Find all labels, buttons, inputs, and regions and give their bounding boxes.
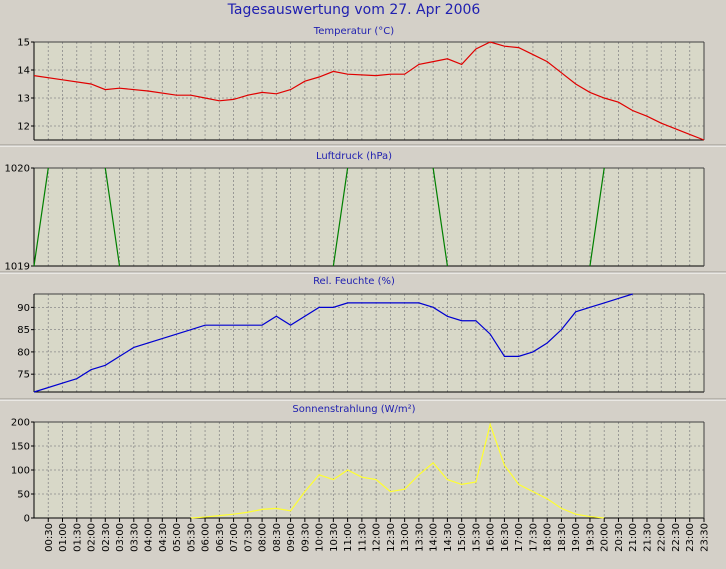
pressure-series-line (104, 167, 121, 267)
x-tick-label: 02:30 (101, 523, 112, 552)
pressure-series-line (432, 167, 448, 267)
pressure-series-line (589, 167, 605, 267)
solar-chart-title: Sonnenstrahlung (W/m²) (292, 404, 415, 415)
x-tick-label: 03:00 (115, 523, 126, 552)
x-tick-label: 14:30 (443, 523, 454, 552)
x-tick-label: 15:00 (457, 523, 468, 552)
temperature-series-line (33, 41, 705, 141)
solar-chart: Sonnenstrahlung (W/m²) 0 50 100 150 200 (11, 404, 705, 525)
solar-plot-area (34, 422, 704, 518)
x-tick-label: 03:30 (129, 523, 140, 552)
y-tick-label: 75 (17, 370, 30, 381)
y-tick-label: 1019 (5, 262, 30, 273)
x-tick-label: 19:00 (571, 523, 582, 552)
y-tick-label: 80 (17, 347, 30, 358)
y-tick-label: 14 (17, 66, 30, 77)
x-tick-label: 19:30 (585, 523, 596, 552)
x-tick-label: 05:30 (186, 523, 197, 552)
x-tick-label: 02:00 (87, 523, 98, 552)
x-tick-label: 18:00 (543, 523, 554, 552)
x-tick-label: 12:30 (386, 523, 397, 552)
pressure-series-line (332, 167, 349, 267)
y-tick-label: 85 (17, 325, 30, 336)
x-tick-label: 13:30 (414, 523, 425, 552)
y-tick-label: 90 (17, 303, 30, 314)
pressure-plot-area (34, 168, 704, 266)
x-tick-label: 01:30 (72, 523, 83, 552)
x-tick-label: 23:00 (685, 523, 696, 552)
x-tick-label: 10:30 (329, 523, 340, 552)
y-tick-label: 150 (11, 442, 30, 453)
pressure-chart: Luftdruck (hPa) 1019 1020 (5, 151, 705, 273)
x-tick-label: 09:00 (286, 523, 297, 552)
x-tick-label: 09:30 (300, 523, 311, 552)
x-tick-label: 20:30 (614, 523, 625, 552)
y-tick-label: 200 (11, 418, 30, 429)
humidity-plot-area (34, 294, 704, 392)
x-tick-label: 00:30 (44, 523, 55, 552)
x-tick-label: 21:30 (642, 523, 653, 552)
x-tick-label: 01:00 (58, 523, 69, 552)
y-tick-label: 50 (17, 490, 30, 501)
x-tick-label: 07:00 (229, 523, 240, 552)
y-tick-label: 100 (11, 466, 30, 477)
x-tick-label: 15:30 (471, 523, 482, 552)
pressure-chart-title: Luftdruck (hPa) (316, 151, 392, 162)
humidity-series-line (33, 293, 633, 393)
x-tick-label: 07:30 (243, 523, 254, 552)
temperature-chart: Temperatur (°C) 12 13 14 15 (17, 26, 705, 141)
page-title: Tagesauswertung vom 27. Apr 2006 (227, 2, 481, 18)
temperature-plot-area (34, 42, 704, 140)
temperature-chart-title: Temperatur (°C) (313, 26, 394, 37)
x-tick-label: 20:00 (600, 523, 611, 552)
x-tick-label: 10:00 (315, 523, 326, 552)
x-tick-label: 12:00 (372, 523, 383, 552)
y-tick-label: 13 (17, 94, 30, 105)
solar-series-line (190, 422, 605, 519)
x-tick-label: 16:30 (500, 523, 511, 552)
x-tick-label: 14:00 (429, 523, 440, 552)
x-tick-label: 23:30 (700, 523, 711, 552)
y-tick-label: 15 (17, 38, 30, 49)
x-tick-label: 05:00 (172, 523, 183, 552)
humidity-chart-title: Rel. Feuchte (%) (313, 276, 395, 287)
x-tick-label: 22:30 (671, 523, 682, 552)
x-tick-label: 17:30 (528, 523, 539, 552)
y-tick-label: 0 (24, 514, 30, 525)
x-tick-label: 04:00 (144, 523, 155, 552)
x-tick-label: 08:30 (272, 523, 283, 552)
x-tick-label: 22:00 (657, 523, 668, 552)
x-tick-label: 11:30 (357, 523, 368, 552)
x-tick-label: 16:00 (486, 523, 497, 552)
y-tick-label: 12 (17, 122, 30, 133)
x-tick-label: 13:00 (400, 523, 411, 552)
pressure-series-line (33, 167, 49, 267)
x-tick-label: 11:00 (343, 523, 354, 552)
x-tick-label: 06:30 (215, 523, 226, 552)
x-tick-label: 17:00 (514, 523, 525, 552)
x-tick-label: 04:30 (158, 523, 169, 552)
humidity-chart: Rel. Feuchte (%) 75 80 85 90 (17, 276, 705, 393)
x-tick-label: 06:00 (201, 523, 212, 552)
x-tick-label: 08:00 (258, 523, 269, 552)
y-tick-label: 1020 (5, 164, 30, 175)
x-tick-label: 21:00 (628, 523, 639, 552)
x-tick-label: 18:30 (557, 523, 568, 552)
